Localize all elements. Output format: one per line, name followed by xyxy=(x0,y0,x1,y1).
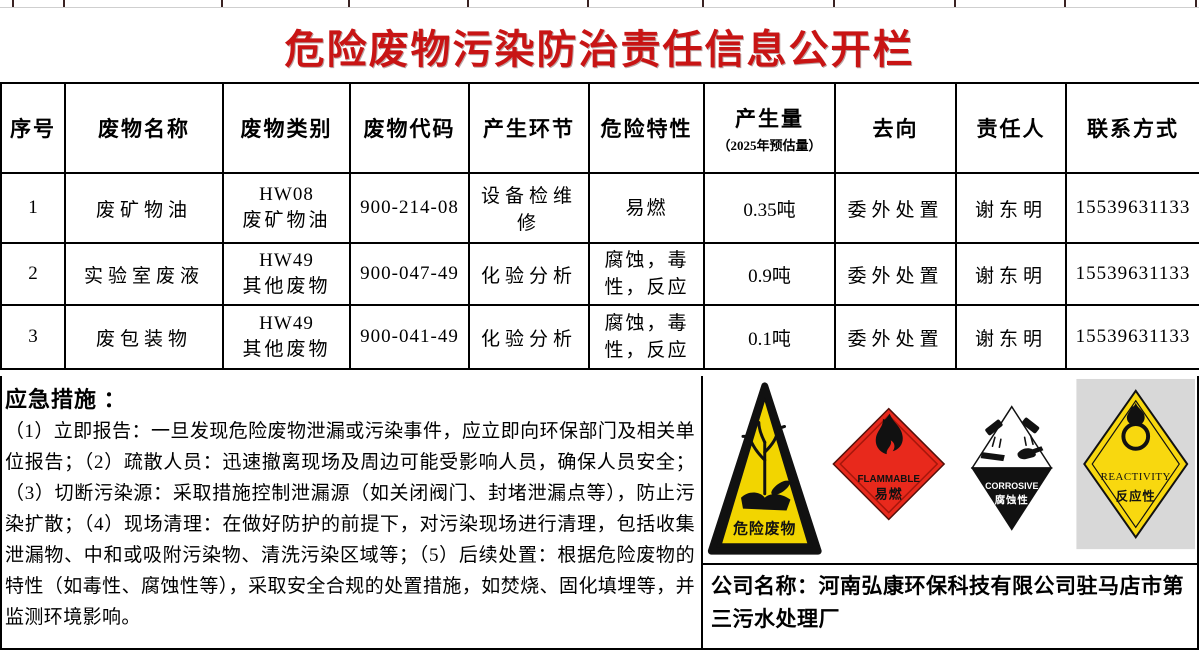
top-grid-tick xyxy=(221,0,223,7)
corrosive-label-en: CORROSIVE xyxy=(985,481,1038,491)
col-header-waste-code: 废物代码 xyxy=(349,82,470,174)
cell-quantity: 0.9吨 xyxy=(703,242,836,306)
top-grid-tick xyxy=(702,0,704,7)
page-title: 危险废物污染防治责任信息公开栏 xyxy=(284,27,915,72)
flammable-label-en: FLAMMABLE xyxy=(857,474,920,485)
quantity-header-note: （2025年预估量） xyxy=(717,137,822,153)
corrosive-label-zh: 腐蚀性 xyxy=(995,494,1029,507)
waste-info-table: 序号 废物名称 废物类别 废物代码 产生环节 危险特性 产生量 （2025年预估… xyxy=(0,82,1199,370)
cell-no: 1 xyxy=(0,172,66,244)
reactivity-sign: REACTIVITY 反应性 xyxy=(1075,377,1195,562)
table-row: 2 实验室废液 HW49 其他废物 900-047-49 化验分析 腐蚀，毒性，… xyxy=(0,242,1199,306)
cell-waste-category: HW08 废矿物油 xyxy=(222,172,351,244)
category-name: 其他废物 xyxy=(242,339,331,360)
top-grid-tick xyxy=(954,0,956,7)
hazardous-waste-sign: 危险废物 xyxy=(705,377,825,562)
top-grid-tick xyxy=(63,0,65,7)
cell-destination: 委外处置 xyxy=(834,242,957,306)
col-header-destination: 去向 xyxy=(834,82,957,174)
category-code: HW49 xyxy=(259,313,314,334)
cell-person: 谢东明 xyxy=(955,172,1067,244)
flammable-label-zh: 易燃 xyxy=(874,487,902,502)
cell-waste-name: 废包装物 xyxy=(64,304,224,370)
top-grid-tick xyxy=(467,0,469,7)
col-header-no: 序号 xyxy=(0,82,66,174)
flammable-diamond-icon: FLAMMABLE 易燃 xyxy=(831,407,945,521)
col-header-quantity: 产生量 （2025年预估量） xyxy=(703,82,836,174)
corrosive-diamond-icon: CORROSIVE 腐蚀性 xyxy=(970,405,1053,531)
reactivity-label-en: REACTIVITY xyxy=(1100,471,1170,483)
hazardous-waste-triangle-icon: 危险废物 xyxy=(707,382,822,555)
quantity-header-label: 产生量 xyxy=(735,106,804,131)
cell-waste-code: 900-214-08 xyxy=(349,172,470,244)
hazardous-waste-label: 危险废物 xyxy=(733,519,796,537)
cell-person: 谢东明 xyxy=(955,242,1067,306)
table-header-row: 序号 废物名称 废物类别 废物代码 产生环节 危险特性 产生量 （2025年预估… xyxy=(0,82,1199,174)
cell-hazard: 腐蚀，毒性，反应 xyxy=(588,304,705,370)
reactivity-diamond-icon: REACTIVITY 反应性 xyxy=(1075,378,1195,550)
cell-waste-category: HW49 其他废物 xyxy=(222,304,351,370)
top-grid-line xyxy=(0,7,1199,8)
top-grid-tick xyxy=(833,0,835,7)
cell-waste-code: 900-047-49 xyxy=(349,242,470,306)
cell-quantity: 0.35吨 xyxy=(703,172,836,244)
category-code: HW08 xyxy=(259,184,314,205)
reactivity-label-zh: 反应性 xyxy=(1115,489,1155,504)
cell-waste-code: 900-041-49 xyxy=(349,304,470,370)
cell-hazard: 腐蚀，毒性，反应 xyxy=(588,242,705,306)
cell-stage: 设备检维修 xyxy=(468,172,590,244)
top-grid-tick xyxy=(1195,0,1197,7)
cell-stage: 化验分析 xyxy=(468,242,590,306)
top-grid-tick xyxy=(12,0,14,7)
flammable-sign: FLAMMABLE 易燃 xyxy=(828,377,948,562)
col-header-waste-category: 废物类别 xyxy=(222,82,351,174)
bottom-section: 应急措施 ： （1）立即报告：一旦发现危险废物泄漏或污染事件，应立即向环保部门及… xyxy=(0,376,1199,650)
category-name: 废矿物油 xyxy=(242,210,331,231)
bottom-right-column: 危险废物 FLAMMABLE 易燃 xyxy=(703,376,1197,648)
category-code: HW49 xyxy=(259,250,314,271)
cell-contact: 15539631133 xyxy=(1065,304,1199,370)
cell-hazard: 易燃 xyxy=(588,172,705,244)
cell-person: 谢东明 xyxy=(955,304,1067,370)
emergency-measures: 应急措施 ： （1）立即报告：一旦发现危险废物泄漏或污染事件，应立即向环保部门及… xyxy=(2,376,703,648)
cell-stage: 化验分析 xyxy=(468,304,590,370)
cell-destination: 委外处置 xyxy=(834,304,957,370)
cell-no: 3 xyxy=(0,304,66,370)
corrosive-sign: CORROSIVE 腐蚀性 xyxy=(952,377,1072,562)
table-row: 1 废矿物油 HW08 废矿物油 900-214-08 设备检维修 易燃 0.3… xyxy=(0,172,1199,244)
col-header-stage: 产生环节 xyxy=(468,82,590,174)
top-grid-tick xyxy=(1064,0,1066,7)
cell-destination: 委外处置 xyxy=(834,172,957,244)
cell-waste-category: HW49 其他废物 xyxy=(222,242,351,306)
top-grid-tick xyxy=(587,0,589,7)
col-header-waste-name: 废物名称 xyxy=(64,82,224,174)
col-header-contact: 联系方式 xyxy=(1065,82,1199,174)
col-header-hazard: 危险特性 xyxy=(588,82,705,174)
cell-quantity: 0.1吨 xyxy=(703,304,836,370)
table-row: 3 废包装物 HW49 其他废物 900-041-49 化验分析 腐蚀，毒性，反… xyxy=(0,304,1199,370)
col-header-person: 责任人 xyxy=(955,82,1067,174)
emergency-text: （1）立即报告：一旦发现危险废物泄漏或污染事件，应立即向环保部门及相关单位报告；… xyxy=(5,421,695,628)
cell-contact: 15539631133 xyxy=(1065,242,1199,306)
cell-waste-name: 实验室废液 xyxy=(64,242,224,306)
emergency-label: 应急措施 ： xyxy=(5,387,127,412)
cell-contact: 15539631133 xyxy=(1065,172,1199,244)
company-name: 公司名称：河南弘康环保科技有限公司驻马店市第三污水处理厂 xyxy=(703,563,1197,648)
category-name: 其他废物 xyxy=(242,276,331,297)
cell-no: 2 xyxy=(0,242,66,306)
top-grid-tick xyxy=(348,0,350,7)
cell-waste-name: 废矿物油 xyxy=(64,172,224,244)
hazard-signs-row: 危险废物 FLAMMABLE 易燃 xyxy=(703,376,1197,563)
